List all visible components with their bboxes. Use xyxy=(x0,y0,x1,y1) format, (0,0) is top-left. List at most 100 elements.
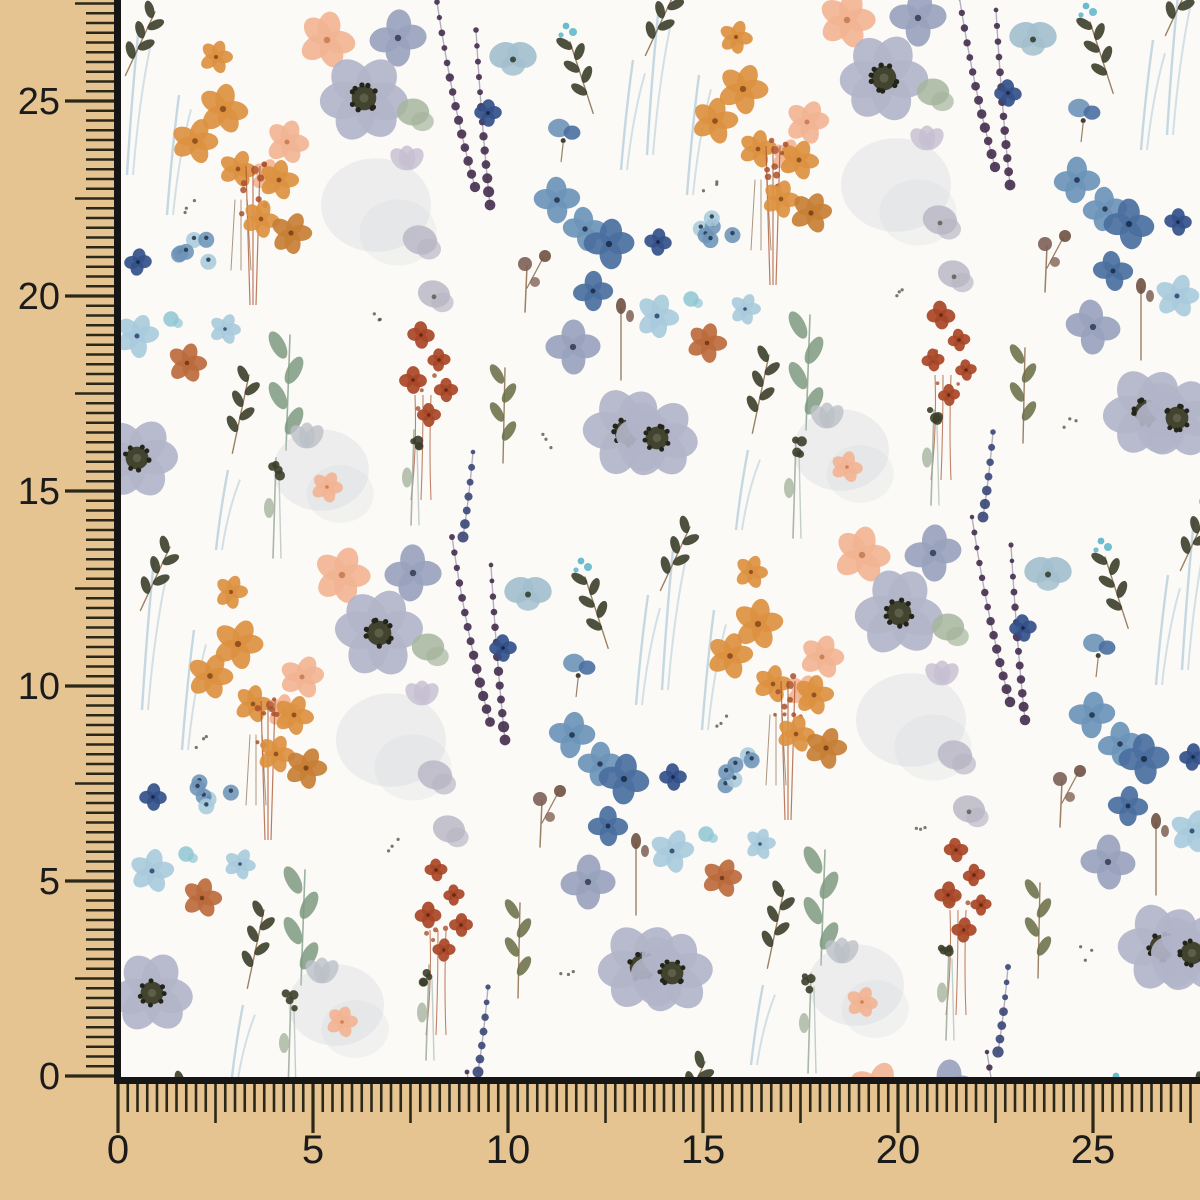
motif-amber5 xyxy=(806,728,848,769)
left-ruler: 0 5 10 15 20 25 xyxy=(18,2,114,1098)
motif-orange5 xyxy=(201,40,233,74)
motif-grass xyxy=(1180,519,1200,671)
bottom-ruler: 0 5 10 15 20 25 xyxy=(107,1084,1192,1172)
motif-grayBlob xyxy=(922,205,961,240)
motif-brownBud xyxy=(631,833,649,916)
motif-specks xyxy=(715,714,729,728)
bottom-ruler-label: 0 xyxy=(107,1128,129,1172)
motif-anemone xyxy=(616,402,698,476)
motif-blue5 xyxy=(1053,156,1101,204)
motif-orange5 xyxy=(261,160,300,200)
motif-orange5 xyxy=(173,119,219,164)
motif-tealBlob xyxy=(698,826,718,844)
motif-anemone xyxy=(854,570,943,653)
motif-sprigDark xyxy=(746,345,780,434)
motif-orange5 xyxy=(189,654,234,699)
motif-slate4 xyxy=(904,524,962,582)
motif-slate4 xyxy=(1080,834,1136,890)
motif-blueCluster xyxy=(717,747,760,794)
motif-peach5 xyxy=(850,1062,894,1077)
motif-navy5 xyxy=(1164,208,1192,236)
motif-specks xyxy=(183,198,197,215)
motif-orange5 xyxy=(243,200,280,238)
motif-sageBlob xyxy=(411,633,449,667)
motif-budStem xyxy=(937,944,955,1041)
left-ruler-label: 20 xyxy=(18,276,60,318)
left-ruler-label: 10 xyxy=(18,666,60,708)
motif-blueDeep5 xyxy=(573,270,614,312)
motif-peach5 xyxy=(821,0,876,48)
motif-blueDeep5 xyxy=(1107,785,1149,827)
motif-blueCluster xyxy=(171,231,217,270)
motif-grayPetals xyxy=(825,937,859,964)
motif-blueCluster xyxy=(189,774,239,815)
motif-bluePair xyxy=(1083,633,1116,678)
motif-peach5 xyxy=(836,526,891,582)
motif-beadsNavy xyxy=(977,429,996,523)
motif-bluePair xyxy=(563,653,596,698)
motif-sprigDark xyxy=(139,535,180,612)
bottom-ruler-label: 25 xyxy=(1071,1128,1116,1172)
motif-orange5 xyxy=(780,140,820,180)
motif-specks xyxy=(559,969,575,977)
motif-specks xyxy=(895,288,904,298)
motif-grass xyxy=(700,609,727,731)
motif-ltBlue5 xyxy=(747,828,776,859)
motif-grayBlob xyxy=(937,740,976,775)
motif-grass xyxy=(645,4,672,156)
motif-blueDeep5 xyxy=(1118,733,1170,785)
bottom-ruler-label: 20 xyxy=(876,1128,921,1172)
motif-tealBlob xyxy=(163,311,183,329)
motif-mauveBuds xyxy=(1053,765,1086,828)
motif-anemone xyxy=(121,421,179,496)
motif-sprigDark xyxy=(1194,1041,1200,1077)
motif-beads xyxy=(969,514,1016,708)
motif-rustFlowers xyxy=(399,321,459,501)
motif-orange5 xyxy=(796,675,835,715)
motif-heartBlue xyxy=(504,577,552,611)
motif-anemone xyxy=(839,36,929,121)
motif-leafOlive xyxy=(1024,879,1052,979)
motif-tealDots xyxy=(1112,1072,1120,1077)
motif-tealDots xyxy=(573,557,592,573)
motif-ltBlue5 xyxy=(131,849,175,892)
motif-slate4 xyxy=(384,544,442,602)
motif-grayBlob xyxy=(417,760,456,795)
motif-slate4 xyxy=(889,0,947,47)
motif-beadsNavy xyxy=(992,964,1011,1058)
fabric-base xyxy=(121,0,1200,1077)
motif-beads xyxy=(449,534,495,727)
motif-sprigDark xyxy=(659,515,700,592)
motif-ltBlue5 xyxy=(731,294,761,325)
motif-heartBlue xyxy=(489,42,537,76)
motif-budStem xyxy=(799,972,817,1074)
motif-orange5 xyxy=(740,130,777,168)
motif-orange5 xyxy=(217,575,248,609)
motif-peach5 xyxy=(327,1006,358,1038)
motif-leafOlive xyxy=(489,364,517,464)
motif-sprigDark xyxy=(556,37,594,115)
motif-peach5 xyxy=(788,101,830,144)
motif-anemone xyxy=(121,954,193,1030)
motif-anemone xyxy=(334,590,423,675)
motif-orange5 xyxy=(201,83,249,133)
motif-navy5 xyxy=(994,79,1022,107)
motif-grass xyxy=(125,24,152,176)
motif-sageBlob xyxy=(916,78,954,112)
motif-grass xyxy=(230,1004,256,1077)
motif-blueDeep5 xyxy=(598,753,650,805)
motif-rustFlowers xyxy=(921,300,977,481)
motif-grass xyxy=(749,984,776,1066)
motif-lilacPetals xyxy=(405,680,439,706)
motif-orange5 xyxy=(735,598,784,649)
motif-orange5 xyxy=(720,20,753,54)
motif-grass xyxy=(1165,0,1192,136)
motif-orange5 xyxy=(719,65,769,115)
motif-beadsNavy xyxy=(472,984,491,1077)
fabric-swatch xyxy=(121,0,1200,1077)
motif-rustFlowers xyxy=(934,837,992,1016)
motif-amber5 xyxy=(287,748,328,789)
motif-tealBlob xyxy=(178,846,198,864)
motif-amber5 xyxy=(791,193,833,233)
